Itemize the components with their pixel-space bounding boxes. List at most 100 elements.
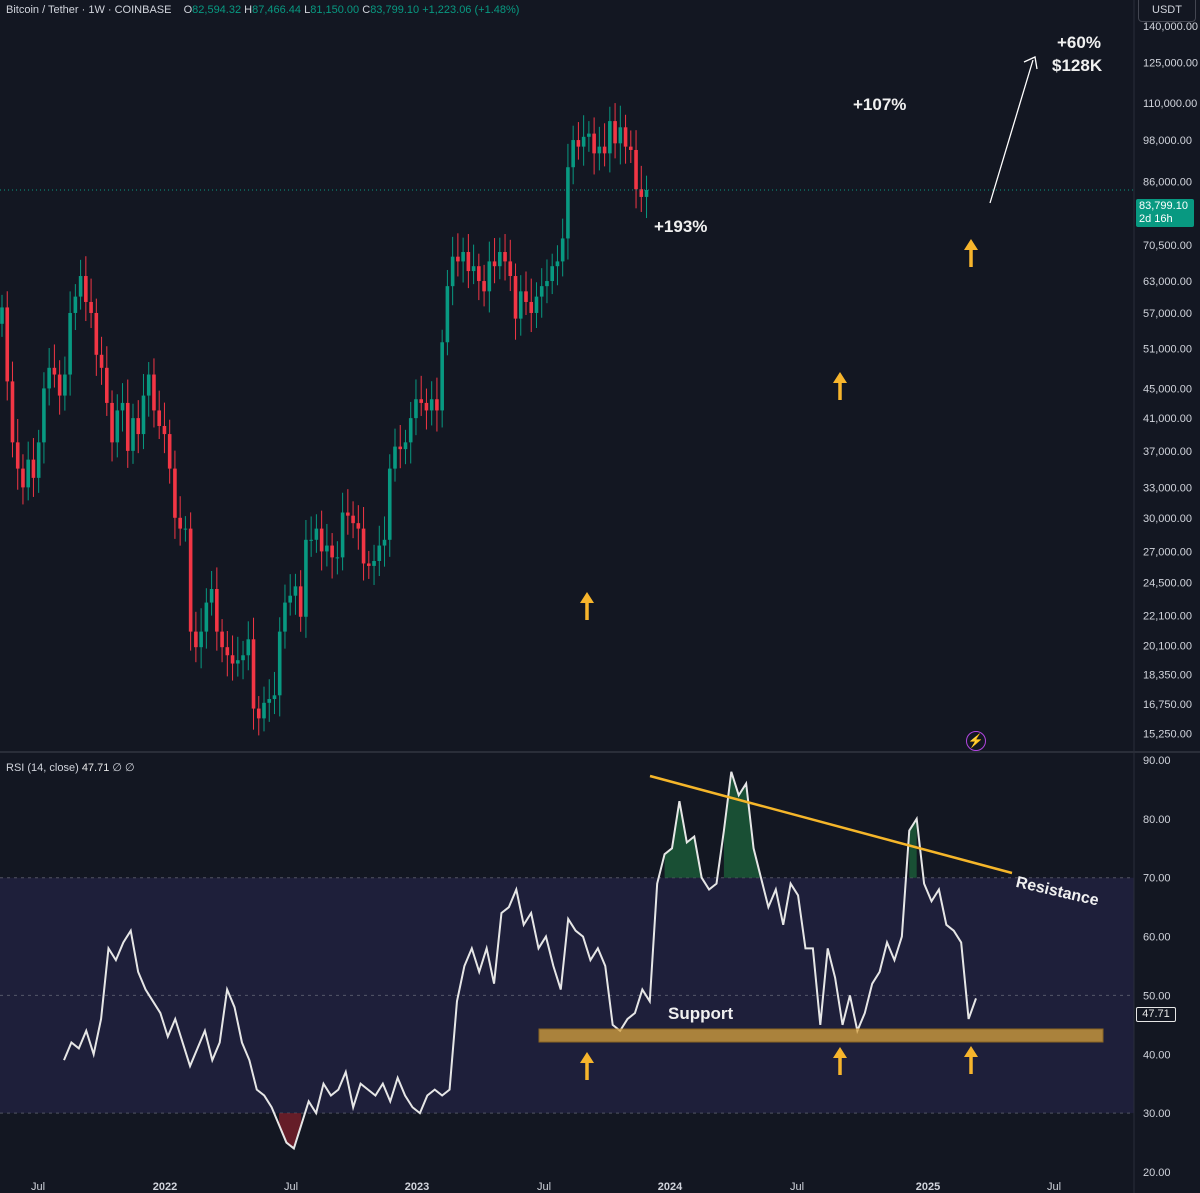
price-tick-label: 98,000.00: [1143, 135, 1192, 147]
candle-body: [613, 121, 617, 144]
candle-body: [0, 307, 4, 324]
open-value: 82,594.32: [192, 4, 242, 16]
candle-body: [618, 127, 623, 144]
rsi-extra: ∅ ∅: [112, 762, 135, 774]
candle-body: [84, 276, 88, 302]
candle-body: [136, 418, 141, 435]
candle-body: [105, 367, 109, 403]
close-key: C: [362, 4, 371, 16]
rsi-current: 47.71: [81, 762, 110, 774]
time-tick-label: Jul: [1047, 1181, 1061, 1193]
chart-header: Bitcoin / Tether · 1W · COINBASE O82,594…: [6, 4, 519, 16]
candle-body: [309, 539, 313, 541]
time-tick-label: Jul: [284, 1181, 298, 1193]
candle-body: [262, 702, 266, 719]
annotation-pct-193: +193%: [654, 217, 708, 236]
high-key: H: [244, 4, 253, 16]
candle-body: [492, 261, 497, 267]
candle-body: [576, 140, 581, 147]
candle-body: [15, 442, 20, 469]
candle-body: [36, 442, 41, 478]
candle-body: [314, 528, 319, 540]
candle-body: [236, 660, 240, 664]
time-tick-label: 2024: [658, 1181, 683, 1193]
rsi-overbought-fill: [664, 801, 702, 878]
candle-body: [246, 639, 251, 656]
candle-body: [78, 276, 83, 297]
price-tick-label: 37,000.00: [1143, 446, 1192, 458]
candle-body: [304, 539, 308, 617]
candle-body: [94, 312, 99, 355]
rsi-tick-label: 30.00: [1143, 1108, 1171, 1120]
candle-body: [73, 296, 78, 313]
target-arrow-line[interactable]: [989, 59, 1034, 204]
candle-body: [414, 399, 418, 419]
candle-body: [571, 140, 575, 168]
up-arrow-icon: [580, 1052, 594, 1080]
candle-body: [335, 557, 340, 559]
candle-body: [435, 399, 439, 411]
candle-body: [477, 266, 481, 282]
candle-body: [340, 512, 345, 558]
candle-body: [225, 647, 230, 656]
price-tick-label: 51,000.00: [1143, 343, 1192, 355]
candle-body: [162, 425, 167, 435]
candle-body: [524, 291, 528, 302]
candle-body: [47, 367, 51, 389]
candle-body: [31, 459, 36, 478]
candle-body: [325, 545, 329, 552]
low-key: L: [304, 4, 311, 16]
open-key: O: [183, 4, 193, 16]
candle-body: [215, 588, 219, 632]
resistance-trendline[interactable]: [649, 774, 1013, 875]
candle-body: [178, 517, 182, 529]
candle-body: [21, 468, 25, 488]
candle-body: [298, 586, 303, 617]
candle-body: [429, 399, 434, 411]
rsi-tick-label: 70.00: [1143, 873, 1171, 885]
candle-body: [68, 312, 72, 375]
candle-body: [539, 286, 544, 297]
candle-body: [157, 410, 161, 426]
candle-body: [199, 631, 203, 648]
candle-body: [461, 252, 465, 262]
candle-body: [57, 374, 62, 396]
target-arrow-head: [1023, 56, 1038, 70]
rsi-tick-label: 40.00: [1143, 1049, 1171, 1061]
candle-body: [283, 602, 287, 632]
candle-body: [52, 367, 57, 375]
candle-body: [120, 402, 125, 411]
price-tick-label: 22,100.00: [1143, 610, 1192, 622]
candle-body: [508, 261, 513, 277]
candle-body: [634, 149, 638, 190]
symbol-title[interactable]: Bitcoin / Tether · 1W · COINBASE: [6, 4, 172, 16]
price-tick-label: 27,000.00: [1143, 546, 1192, 558]
annotation-target: $128K: [1052, 56, 1103, 75]
candle-body: [592, 133, 596, 154]
change-value: +1,223.06 (+1.48%): [422, 4, 520, 16]
time-tick-label: Jul: [31, 1181, 45, 1193]
price-tick-label: 63,000.00: [1143, 276, 1192, 288]
candle-body: [398, 446, 403, 450]
candle-body: [450, 256, 455, 287]
countdown-label: 2d 16h: [1139, 213, 1173, 225]
lightning-icon[interactable]: ⚡: [966, 731, 986, 751]
rsi-tick-label: 20.00: [1143, 1167, 1171, 1179]
support-zone[interactable]: [538, 1028, 1104, 1043]
time-tick-label: Jul: [537, 1181, 551, 1193]
up-arrow-icon: [964, 239, 978, 267]
candle-body: [42, 388, 46, 443]
currency-badge[interactable]: USDT: [1138, 0, 1196, 22]
candle-body: [277, 631, 282, 696]
candle-body: [456, 256, 460, 262]
candle-body: [419, 399, 423, 403]
rsi-line: [63, 771, 977, 1151]
candle-body: [152, 374, 156, 411]
candle-body: [115, 410, 120, 443]
rsi-title[interactable]: RSI (14, close): [6, 762, 79, 774]
candle-body: [204, 602, 209, 632]
candle-body: [194, 631, 198, 648]
candle-body: [10, 381, 15, 443]
candle-body: [288, 595, 292, 603]
